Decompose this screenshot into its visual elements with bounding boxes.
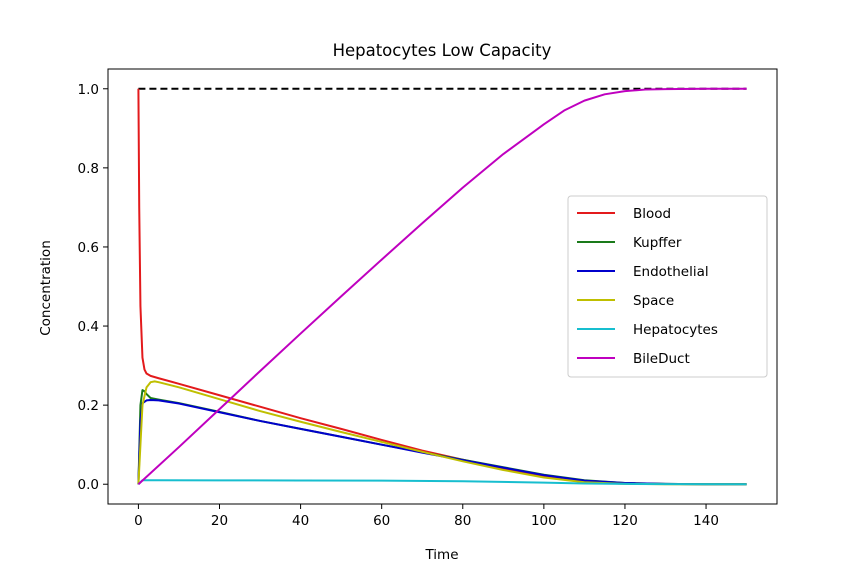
legend-label-blood: Blood (633, 206, 671, 222)
x-axis-label: Time (424, 547, 458, 563)
legend-label-bileduct: BileDuct (633, 351, 690, 367)
x-tick-label: 120 (612, 513, 638, 529)
y-tick-label: 0.8 (78, 161, 99, 177)
y-tick-label: 0.6 (78, 240, 99, 256)
x-tick-label: 80 (454, 513, 471, 529)
x-tick-label: 0 (134, 513, 143, 529)
x-tick-label: 60 (373, 513, 390, 529)
legend-box (567, 195, 768, 378)
legend-label-kupffer: Kupffer (633, 235, 682, 251)
y-axis-label: Concentration (38, 240, 54, 336)
x-tick-label: 40 (292, 513, 309, 529)
legend-label-hepatocytes: Hepatocytes (633, 322, 718, 338)
y-tick-label: 1.0 (78, 82, 99, 98)
axis-ticks: 0 20 40 60 80 100 120 140 0.0 0.2 0.4 0.6 0.8 1.0 (78, 82, 719, 529)
axes-frame (107, 68, 778, 505)
plot-area (137, 87, 747, 486)
x-tick-label: 100 (531, 513, 557, 529)
series-line-bileduct (137, 87, 747, 485)
y-tick-label: 0.4 (78, 319, 99, 335)
y-tick-label: 0.0 (78, 477, 99, 493)
legend: Blood Kupffer Endothelial Space Hepatocytes B… (567, 195, 768, 378)
series-line-endothelial (137, 399, 747, 486)
series-line-hepatocytes (137, 479, 747, 486)
legend-label-endothelial: Endothelial (633, 264, 709, 280)
x-tick-label: 20 (211, 513, 228, 529)
y-tick-label: 0.2 (78, 398, 99, 414)
legend-label-space: Space (633, 293, 674, 309)
chart-title: Hepatocytes Low Capacity (333, 41, 552, 60)
x-tick-label: 140 (693, 513, 719, 529)
